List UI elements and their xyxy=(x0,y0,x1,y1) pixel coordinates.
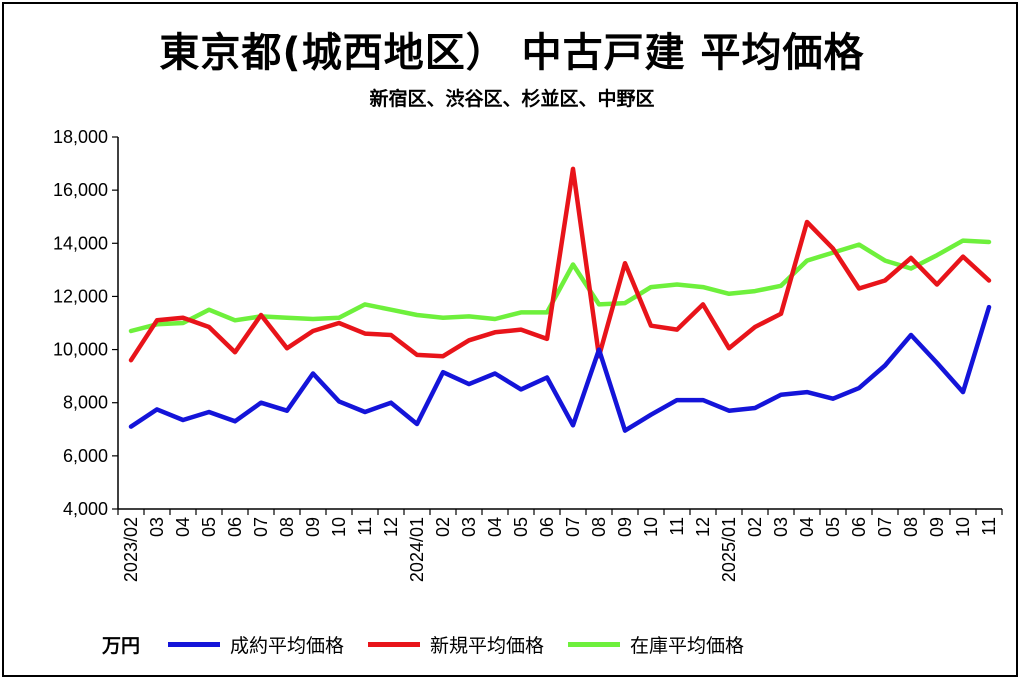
legend-item-成約: 成約平均価格 xyxy=(168,631,344,658)
legend-swatch-新規 xyxy=(368,641,421,647)
x-tick-label: 07 xyxy=(875,517,895,537)
legend-label-在庫: 在庫平均価格 xyxy=(630,634,745,657)
x-tick-label: 06 xyxy=(225,517,245,537)
legend-item-新規: 新規平均価格 xyxy=(368,631,544,658)
x-tick-label: 03 xyxy=(147,517,167,537)
chart-subtitle: 新宿区、渋谷区、杉並区、中野区 xyxy=(369,88,655,110)
series-line-2 xyxy=(128,238,992,334)
x-tick-label: 06 xyxy=(849,517,869,537)
series-line-1 xyxy=(128,166,992,363)
y-tick-label: 16,000 xyxy=(53,180,108,200)
x-tick-label: 09 xyxy=(303,517,323,537)
legend: 万円 成約平均価格 新規平均価格 在庫平均価格 xyxy=(102,628,768,660)
x-tick-label: 05 xyxy=(199,517,219,537)
x-tick-label: 09 xyxy=(927,517,947,537)
x-tick-label: 07 xyxy=(251,517,271,537)
x-tick-label: 05 xyxy=(823,517,843,537)
x-tick-label: 08 xyxy=(277,517,297,537)
x-tick-label: 04 xyxy=(173,517,193,537)
y-tick-label: 8,000 xyxy=(63,393,108,413)
x-tick-label: 06 xyxy=(537,517,557,537)
y-tick-label: 12,000 xyxy=(53,286,108,306)
unit-label: 万円 xyxy=(102,634,141,657)
x-tick-label: 04 xyxy=(485,517,505,537)
x-tick-label: 03 xyxy=(771,517,791,537)
x-tick-label: 03 xyxy=(459,517,479,537)
x-tick-label: 10 xyxy=(953,517,973,537)
x-tick-label: 04 xyxy=(797,517,817,537)
x-tick-label: 2025/01 xyxy=(719,517,739,582)
y-tick-label: 4,000 xyxy=(63,499,108,519)
legend-label-成約: 成約平均価格 xyxy=(230,634,345,657)
x-tick-label: 05 xyxy=(511,517,531,537)
x-tick-label: 08 xyxy=(901,517,921,537)
x-tick-label: 10 xyxy=(641,517,661,537)
x-tick-label: 11 xyxy=(667,517,687,536)
x-tick-label: 2024/01 xyxy=(407,517,427,582)
chart-title: 東京都(城西地区） 中古戸建 平均価格 xyxy=(159,30,865,76)
legend-swatch-成約 xyxy=(168,641,221,647)
x-tick-label: 02 xyxy=(745,517,765,537)
legend-swatch-在庫 xyxy=(568,641,621,647)
x-tick-label: 07 xyxy=(563,517,583,537)
legend-item-在庫: 在庫平均価格 xyxy=(568,631,744,658)
x-tick-label: 02 xyxy=(433,517,453,537)
legend-label-新規: 新規平均価格 xyxy=(430,634,545,657)
x-tick-label: 09 xyxy=(615,517,635,537)
y-tick-label: 6,000 xyxy=(63,446,108,466)
x-tick-label: 2023/02 xyxy=(121,517,141,582)
x-tick-label: 10 xyxy=(329,517,349,537)
series-line-0 xyxy=(128,304,992,433)
x-tick-label: 11 xyxy=(979,517,999,536)
x-tick-label: 08 xyxy=(589,517,609,537)
y-tick-label: 10,000 xyxy=(53,340,108,360)
x-tick-label: 12 xyxy=(381,517,401,537)
x-tick-label: 12 xyxy=(693,517,713,537)
x-tick-label: 11 xyxy=(355,517,375,536)
y-tick-label: 18,000 xyxy=(53,127,108,147)
y-tick-label: 14,000 xyxy=(53,233,108,253)
